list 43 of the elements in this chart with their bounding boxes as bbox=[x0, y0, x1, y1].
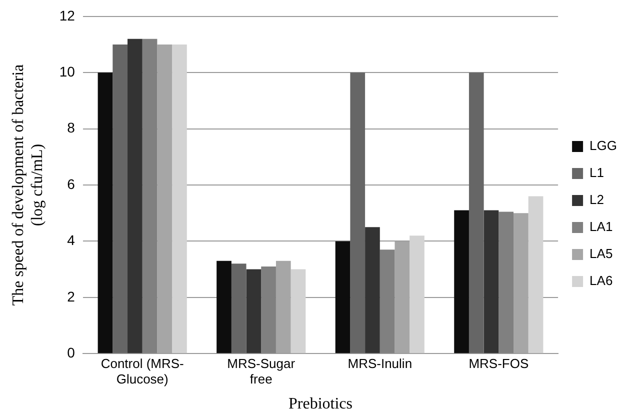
bar bbox=[528, 196, 544, 354]
y-tick-label: 0 bbox=[67, 344, 76, 360]
legend-label: L2 bbox=[590, 192, 604, 208]
x-tick-label: Control (MRS-Glucose) bbox=[100, 356, 184, 387]
bar bbox=[276, 260, 291, 354]
bar bbox=[98, 72, 113, 354]
y-tick-label: 2 bbox=[67, 288, 76, 304]
x-axis-title: Prebiotics bbox=[288, 396, 353, 413]
y-tick-label: 6 bbox=[67, 176, 76, 192]
y-tick-label: 8 bbox=[67, 120, 76, 136]
legend-label: LA6 bbox=[590, 273, 613, 288]
x-tick-label: MRS-FOS bbox=[468, 356, 529, 371]
bar bbox=[261, 266, 276, 354]
bar bbox=[231, 264, 246, 354]
bar bbox=[128, 38, 142, 354]
bar bbox=[394, 241, 410, 354]
bar bbox=[246, 269, 262, 354]
bar bbox=[216, 260, 232, 354]
legend-label: LGG bbox=[590, 138, 618, 154]
bar bbox=[112, 44, 128, 354]
bar bbox=[468, 72, 484, 354]
bar bbox=[157, 44, 172, 354]
legend-label: L1 bbox=[590, 165, 604, 180]
y-tick-label: 10 bbox=[59, 63, 76, 80]
bar bbox=[142, 38, 158, 354]
y-tick-label: 12 bbox=[59, 7, 76, 24]
bar bbox=[290, 269, 306, 354]
x-tick-label: MRS-Sugar free bbox=[227, 356, 296, 387]
bar bbox=[484, 210, 499, 354]
legend-label: LA5 bbox=[590, 246, 613, 262]
bar bbox=[514, 213, 528, 354]
bar bbox=[335, 241, 350, 354]
bar bbox=[350, 72, 366, 354]
bar bbox=[380, 250, 395, 354]
legend-label: LA1 bbox=[590, 219, 613, 234]
bar bbox=[172, 44, 187, 354]
bar bbox=[410, 236, 424, 354]
bar bbox=[454, 210, 469, 354]
bar bbox=[498, 212, 514, 354]
bar bbox=[365, 227, 380, 354]
x-tick-label: MRS-Inulin bbox=[348, 356, 412, 371]
y-tick-label: 4 bbox=[67, 232, 76, 248]
y-axis-title: The speed of development of bacteria (log cfu/mL) bbox=[10, 64, 46, 306]
